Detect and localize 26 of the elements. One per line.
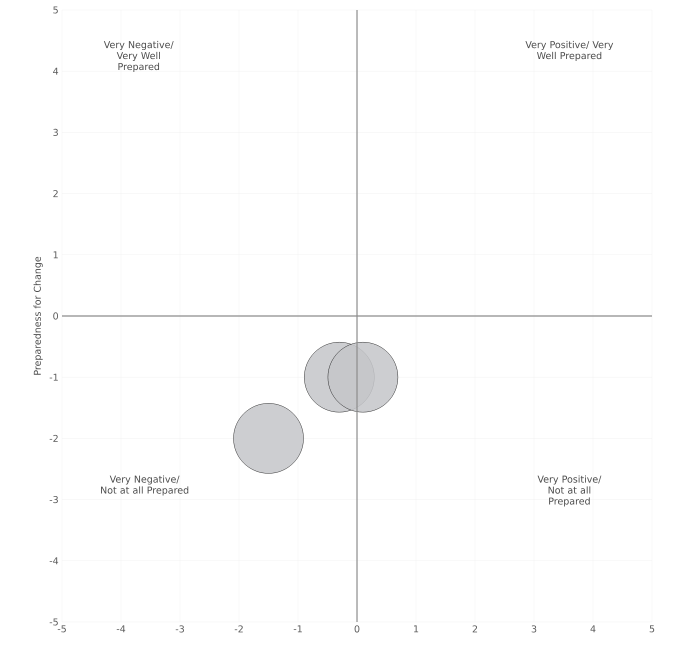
annotation: Very Positive/ Very Well Prepared xyxy=(525,40,614,61)
x-tick-label: 0 xyxy=(354,625,360,633)
y-tick-label: 5 xyxy=(53,6,58,14)
annotation: Very Negative/ Very Well Prepared xyxy=(104,40,174,72)
annotation: Very Negative/ Not at all Prepared xyxy=(101,475,188,496)
x-tick-label: -4 xyxy=(116,625,126,632)
y-tick-label: 3 xyxy=(53,128,58,136)
y-tick-label: -3 xyxy=(50,496,58,504)
x-tick-label: -1 xyxy=(294,625,302,632)
y-axis-title: Preparedness for Change xyxy=(34,256,43,375)
x-tick-label: 5 xyxy=(650,625,654,632)
x-tick-label: 4 xyxy=(590,625,596,632)
x-tick-label: -3 xyxy=(176,625,184,633)
x-tick-label: 3 xyxy=(532,625,536,633)
y-tick-label: 4 xyxy=(53,68,58,75)
y-tick-label: 0 xyxy=(53,312,58,320)
y-tick-label: 1 xyxy=(54,251,58,258)
y-tick-label: -1 xyxy=(50,374,58,381)
annotation: Very Positive/ Not at all Prepared xyxy=(538,475,602,506)
x-tick-label: -2 xyxy=(234,625,243,632)
y-tick-label: 2 xyxy=(53,190,58,198)
x-tick-label: 1 xyxy=(414,625,418,632)
x-tick-label: 2 xyxy=(472,625,478,632)
y-tick-label: -5 xyxy=(50,618,58,626)
y-tick-label: -4 xyxy=(50,557,58,564)
y-tick-label: -2 xyxy=(50,434,58,442)
